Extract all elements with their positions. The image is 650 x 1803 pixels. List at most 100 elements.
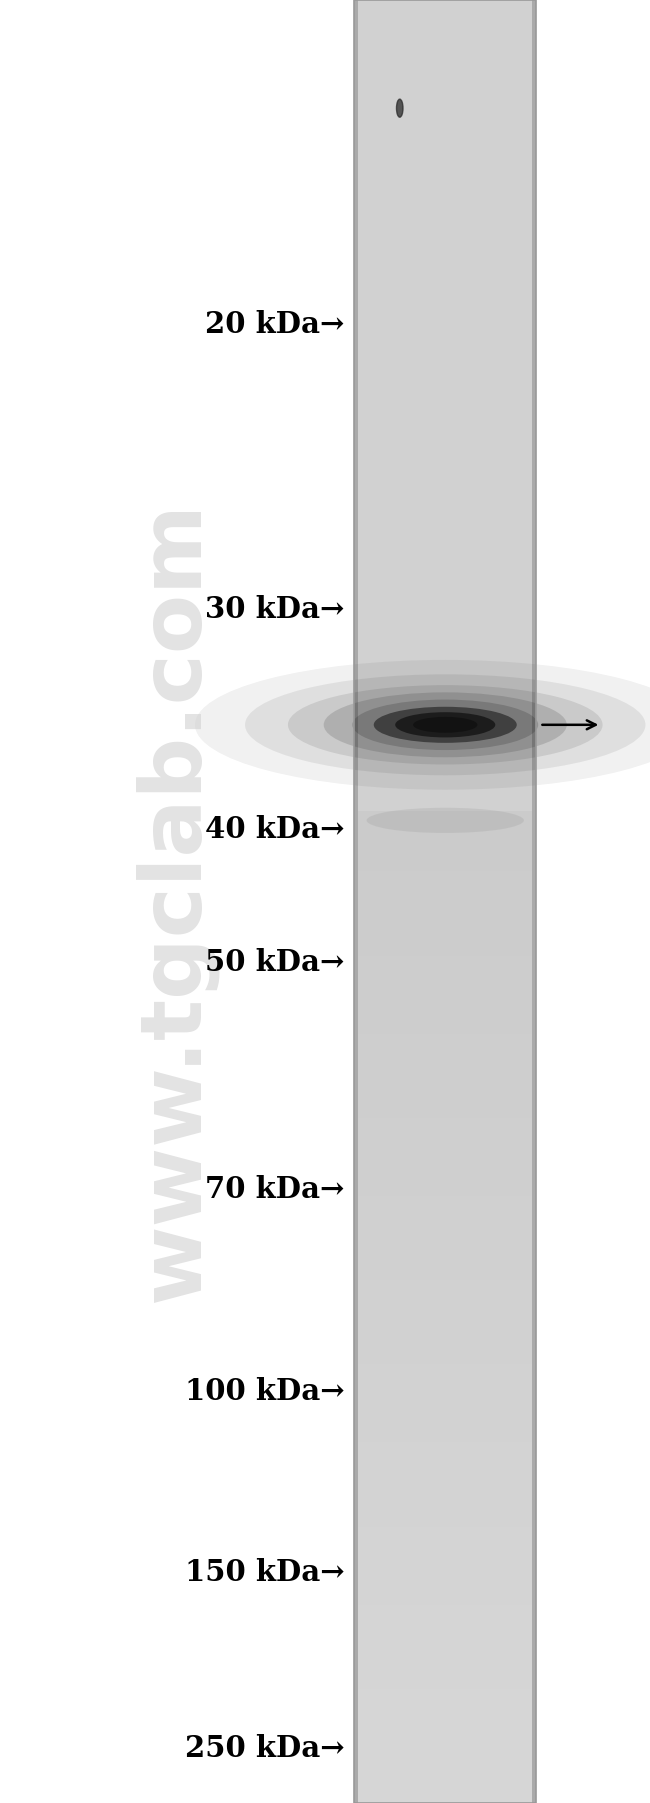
Bar <box>354 1680 536 1689</box>
Bar <box>354 653 536 662</box>
Bar <box>354 755 536 763</box>
Bar <box>354 1446 536 1455</box>
Bar <box>354 209 536 216</box>
Bar <box>354 647 536 654</box>
Bar <box>354 570 536 577</box>
Bar <box>354 1129 536 1136</box>
Bar <box>354 665 536 673</box>
Bar <box>354 1212 536 1221</box>
Bar <box>354 1513 536 1520</box>
Bar <box>354 1716 536 1725</box>
Bar <box>354 292 536 301</box>
Bar <box>354 256 536 265</box>
Bar <box>354 472 536 481</box>
Bar <box>354 611 536 618</box>
Bar <box>354 786 536 793</box>
Bar <box>354 88 536 96</box>
Bar <box>354 274 536 283</box>
Bar <box>354 166 536 175</box>
Bar <box>354 1381 536 1388</box>
Bar <box>354 389 536 397</box>
Bar <box>354 1020 536 1028</box>
Bar <box>354 467 536 474</box>
Bar <box>354 1670 536 1677</box>
Bar <box>354 1176 536 1185</box>
Bar <box>354 642 536 649</box>
Bar <box>354 941 536 950</box>
Bar <box>354 1789 536 1798</box>
Text: 100 kDa→: 100 kDa→ <box>185 1377 344 1406</box>
Bar <box>354 238 536 247</box>
Bar <box>354 1441 536 1448</box>
Bar <box>354 1219 536 1226</box>
Bar <box>354 1387 536 1394</box>
Bar <box>354 155 536 162</box>
Bar <box>354 1675 536 1682</box>
Bar <box>354 828 536 835</box>
Bar <box>354 1399 536 1406</box>
Bar <box>354 106 536 114</box>
Bar <box>354 1158 536 1167</box>
Bar <box>354 1116 536 1123</box>
Bar <box>354 660 536 667</box>
Bar <box>354 588 536 595</box>
Bar <box>354 732 536 739</box>
Bar <box>354 923 536 932</box>
Ellipse shape <box>413 718 478 732</box>
Bar <box>354 948 536 956</box>
Bar <box>354 1742 536 1749</box>
Bar <box>354 124 536 132</box>
Bar <box>354 1706 536 1713</box>
Text: 30 kDa→: 30 kDa→ <box>205 595 344 624</box>
Bar <box>354 16 536 23</box>
Bar <box>354 1031 536 1040</box>
Ellipse shape <box>374 707 517 743</box>
Bar <box>354 1067 536 1076</box>
Bar <box>354 966 536 974</box>
Bar <box>354 431 536 438</box>
Bar <box>354 882 536 889</box>
Bar <box>354 539 536 546</box>
Bar <box>354 1747 536 1754</box>
Bar <box>354 696 536 703</box>
Bar <box>354 629 536 636</box>
Bar <box>354 846 536 853</box>
Bar <box>354 197 536 204</box>
Bar <box>354 1392 536 1401</box>
Bar <box>354 714 536 721</box>
Ellipse shape <box>288 685 603 764</box>
Bar <box>354 215 536 222</box>
Bar <box>354 1783 536 1790</box>
Bar <box>354 1771 536 1780</box>
Bar <box>354 1093 536 1100</box>
Bar <box>354 624 536 631</box>
Bar <box>354 1525 536 1533</box>
Bar <box>354 407 536 415</box>
Bar <box>354 1626 536 1635</box>
Bar <box>354 635 536 644</box>
Bar <box>354 804 536 811</box>
Bar <box>354 444 536 451</box>
Text: 50 kDa→: 50 kDa→ <box>205 948 344 977</box>
Text: 20 kDa→: 20 kDa→ <box>205 310 344 339</box>
Bar <box>354 822 536 829</box>
Bar <box>354 1608 536 1617</box>
Bar <box>354 563 536 572</box>
Bar <box>354 371 536 379</box>
Bar <box>354 581 536 590</box>
Bar <box>354 418 536 427</box>
Bar <box>354 1273 536 1280</box>
Bar <box>354 287 536 294</box>
Bar <box>354 130 536 139</box>
Bar <box>354 1428 536 1437</box>
Bar <box>354 426 536 433</box>
Bar <box>354 1049 536 1058</box>
Bar <box>354 498 536 505</box>
Bar <box>354 341 536 348</box>
Ellipse shape <box>195 660 650 790</box>
Bar <box>354 1224 536 1231</box>
Bar <box>354 1075 536 1082</box>
Bar <box>354 575 536 582</box>
Bar <box>354 323 536 330</box>
Bar <box>354 678 536 685</box>
